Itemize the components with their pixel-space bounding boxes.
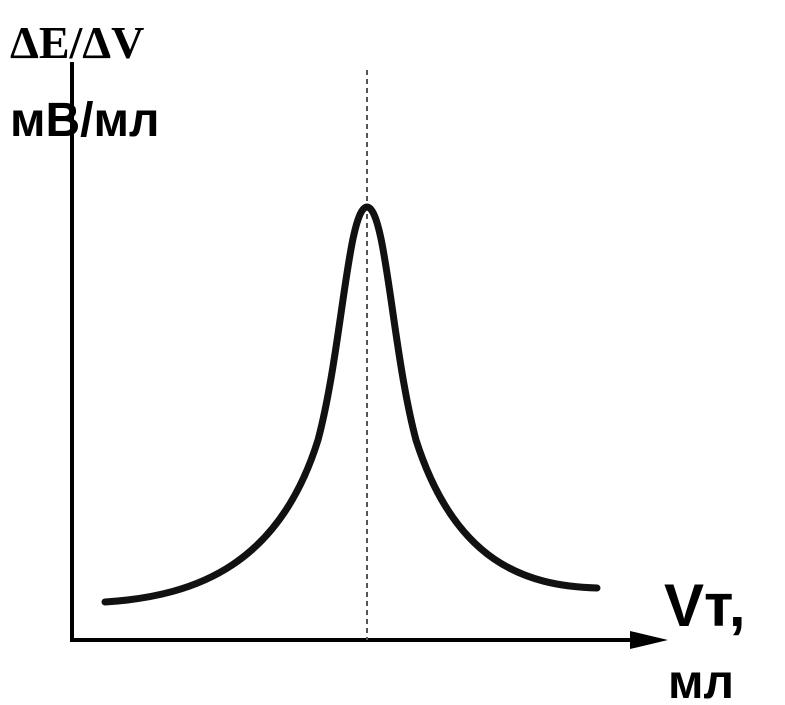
derivative-curve: [101, 203, 601, 606]
y-axis-quantity: ΔE/ΔV: [10, 17, 144, 68]
y-axis-unit: мВ/мл: [10, 94, 160, 147]
x-axis-quantity: Vт,: [664, 572, 746, 639]
x-axis-unit: мл: [668, 656, 734, 705]
x-axis-arrow: [630, 631, 668, 649]
